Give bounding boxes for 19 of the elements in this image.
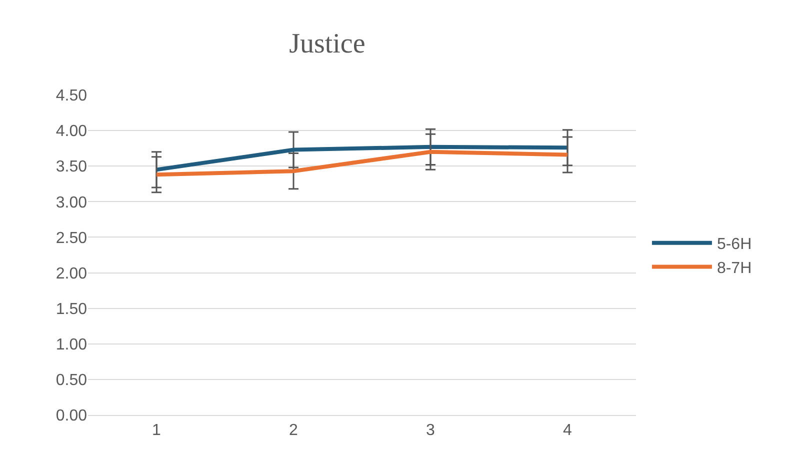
y-tick-label: 4.00 (56, 123, 88, 140)
line-series (154, 150, 570, 177)
chart-title: Justice (289, 28, 366, 60)
legend-label: 8-7H (716, 260, 752, 277)
y-tick-label: 0.50 (56, 372, 88, 390)
line-series (154, 144, 570, 172)
y-tick-label: 2.50 (56, 230, 88, 247)
y-tick-label: 1.00 (56, 336, 88, 354)
x-tick-label: 4 (563, 422, 572, 440)
y-tick-label: 0.00 (56, 408, 88, 425)
y-tick-label: 2.00 (56, 265, 88, 282)
x-tick-label: 3 (426, 422, 436, 440)
legend-label: 5-6H (716, 236, 752, 254)
x-tick-label: 2 (289, 422, 298, 440)
y-tick-label: 3.50 (56, 158, 88, 176)
x-tick-label: 1 (152, 422, 162, 440)
y-tick-label: 1.50 (56, 300, 88, 318)
y-tick-label: 4.50 (56, 88, 88, 105)
y-tick-label: 3.00 (56, 194, 88, 212)
